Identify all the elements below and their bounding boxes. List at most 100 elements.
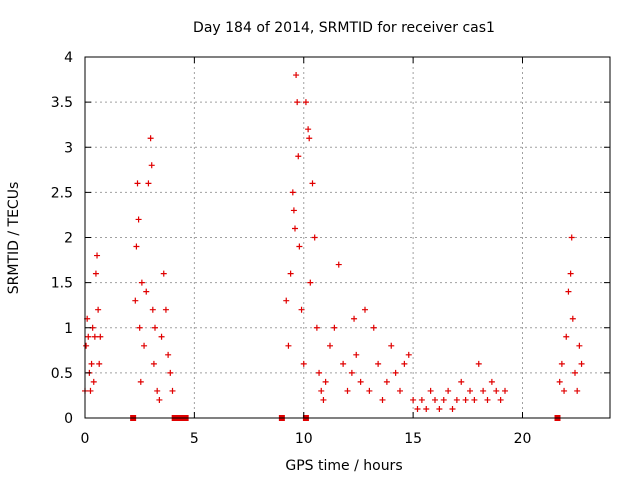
data-point	[340, 360, 347, 367]
data-point	[578, 360, 585, 367]
data-point	[316, 369, 323, 376]
data-point	[298, 306, 305, 313]
data-point	[440, 396, 447, 403]
data-point	[154, 387, 161, 394]
data-point	[418, 396, 425, 403]
data-point	[357, 378, 364, 385]
data-point	[497, 396, 504, 403]
data-point	[95, 306, 102, 313]
data-point	[493, 387, 500, 394]
data-point	[574, 387, 581, 394]
data-point	[353, 351, 360, 358]
data-point	[294, 99, 301, 106]
data-point	[143, 288, 150, 295]
data-point	[292, 225, 298, 232]
data-point	[488, 378, 495, 385]
data-point	[401, 360, 408, 367]
data-point	[85, 333, 92, 340]
data-points	[82, 72, 585, 421]
data-point	[318, 387, 325, 394]
data-point	[563, 333, 570, 340]
data-point	[97, 333, 104, 340]
data-point	[331, 324, 338, 331]
data-point	[320, 396, 327, 403]
y-tick-label: 3	[64, 140, 73, 156]
data-point	[287, 270, 294, 277]
y-tick-label: 4	[64, 50, 73, 66]
data-point	[149, 306, 156, 313]
chart-title: Day 184 of 2014, SRMTID for receiver cas…	[193, 20, 495, 36]
data-point	[436, 405, 443, 412]
data-point	[348, 369, 355, 376]
data-point	[427, 387, 434, 394]
data-point	[94, 252, 101, 259]
data-point	[410, 396, 417, 403]
data-point	[290, 207, 297, 214]
data-point	[405, 351, 412, 358]
data-point	[502, 387, 508, 394]
data-point	[137, 378, 144, 385]
y-tick-label: 1.5	[51, 276, 73, 292]
y-axis-label: SRMTID / TECUs	[6, 182, 22, 295]
axis-ticks: 0 0.5 1 1.5 2 2.5 3 3.5 4 0 5 10 15 20	[51, 50, 610, 447]
y-tick-label: 2	[64, 231, 73, 247]
data-point	[569, 315, 576, 322]
data-point	[156, 396, 163, 403]
data-point	[558, 360, 565, 367]
data-point	[480, 387, 487, 394]
data-point	[302, 99, 309, 106]
data-point	[296, 243, 303, 250]
data-point	[165, 351, 172, 358]
data-point	[138, 279, 145, 286]
y-tick-label: 1	[64, 321, 73, 337]
grid	[85, 57, 610, 418]
data-point	[572, 369, 578, 376]
data-point	[135, 216, 142, 223]
data-point	[150, 360, 157, 367]
data-point	[147, 135, 154, 142]
data-point	[344, 387, 351, 394]
data-point	[167, 369, 174, 376]
x-tick-label: 20	[514, 431, 532, 447]
data-point	[567, 270, 574, 277]
data-point	[383, 378, 390, 385]
data-point	[169, 387, 176, 394]
data-point	[366, 387, 373, 394]
data-point	[145, 180, 152, 187]
data-point	[160, 270, 167, 277]
data-point	[370, 324, 377, 331]
data-point	[293, 72, 300, 79]
data-point	[148, 162, 155, 169]
data-point	[152, 324, 158, 331]
data-point	[375, 360, 382, 367]
data-point	[392, 369, 399, 376]
data-point	[432, 396, 438, 403]
data-point	[335, 261, 342, 268]
data-point	[458, 378, 465, 385]
data-point	[83, 342, 90, 349]
data-point	[306, 135, 313, 142]
data-point	[158, 333, 165, 340]
data-point	[313, 324, 320, 331]
data-point	[576, 342, 583, 349]
data-point	[445, 387, 452, 394]
data-point	[309, 180, 316, 187]
data-point	[136, 324, 143, 331]
data-point	[467, 387, 473, 394]
data-point	[388, 342, 395, 349]
data-point	[311, 234, 318, 241]
y-tick-label: 2.5	[51, 185, 73, 201]
x-tick-label: 10	[295, 431, 313, 447]
data-point	[162, 306, 169, 313]
data-point	[471, 396, 478, 403]
data-point	[397, 387, 403, 394]
data-point	[351, 315, 358, 322]
data-point	[134, 180, 141, 187]
y-tick-label: 0	[64, 411, 73, 427]
y-tick-label: 0.5	[51, 366, 73, 382]
x-tick-label: 15	[404, 431, 422, 447]
x-tick-label: 5	[190, 431, 199, 447]
data-point	[379, 396, 386, 403]
data-point	[423, 405, 430, 412]
